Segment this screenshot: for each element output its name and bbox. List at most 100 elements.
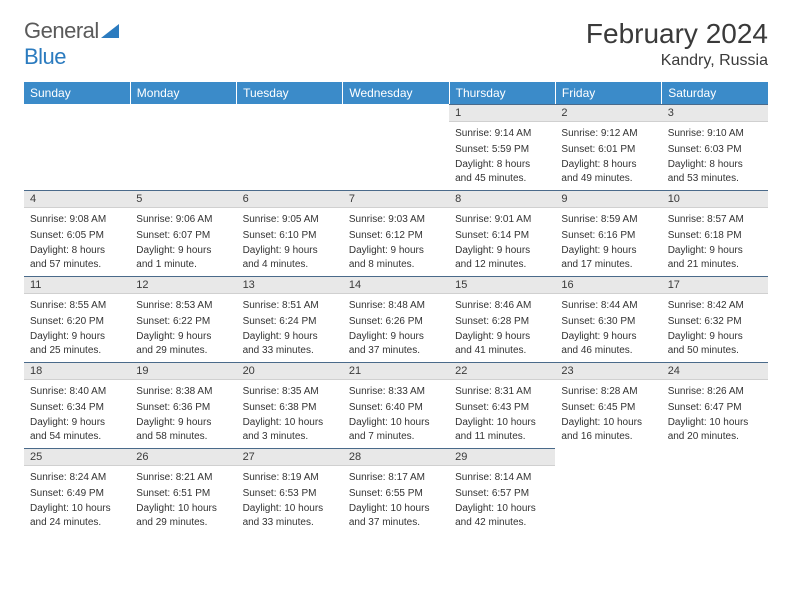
daylight-text: Daylight: 9 hours and 8 minutes. [349, 242, 443, 271]
sunset-text: Sunset: 6:24 PM [243, 313, 337, 329]
calendar-cell: 19Sunrise: 8:38 AMSunset: 6:36 PMDayligh… [130, 362, 236, 448]
daylight-text: Daylight: 9 hours and 1 minute. [136, 242, 230, 271]
daylight-text: Daylight: 10 hours and 29 minutes. [136, 500, 230, 529]
weekday-header: Monday [130, 82, 236, 104]
day-number: 11 [24, 276, 130, 294]
sunrise-text: Sunrise: 8:42 AM [668, 297, 762, 313]
calendar-row: 11Sunrise: 8:55 AMSunset: 6:20 PMDayligh… [24, 276, 768, 362]
calendar-cell: 3Sunrise: 9:10 AMSunset: 6:03 PMDaylight… [662, 104, 768, 190]
sunset-text: Sunset: 6:51 PM [136, 485, 230, 501]
sunset-text: Sunset: 6:05 PM [30, 227, 124, 243]
calendar-cell: 9Sunrise: 8:59 AMSunset: 6:16 PMDaylight… [555, 190, 661, 276]
triangle-icon [101, 24, 119, 38]
daylight-text: Daylight: 9 hours and 25 minutes. [30, 328, 124, 357]
calendar-cell: 10Sunrise: 8:57 AMSunset: 6:18 PMDayligh… [662, 190, 768, 276]
sunrise-text: Sunrise: 8:59 AM [561, 211, 655, 227]
sunrise-text: Sunrise: 8:31 AM [455, 383, 549, 399]
daylight-text: Daylight: 10 hours and 20 minutes. [668, 414, 762, 443]
calendar-row: 25Sunrise: 8:24 AMSunset: 6:49 PMDayligh… [24, 448, 768, 534]
daylight-text: Daylight: 9 hours and 41 minutes. [455, 328, 549, 357]
calendar-cell: 24Sunrise: 8:26 AMSunset: 6:47 PMDayligh… [662, 362, 768, 448]
sunrise-text: Sunrise: 9:03 AM [349, 211, 443, 227]
day-details: Sunrise: 8:24 AMSunset: 6:49 PMDaylight:… [24, 466, 130, 552]
daylight-text: Daylight: 9 hours and 17 minutes. [561, 242, 655, 271]
day-number: 16 [555, 276, 661, 294]
brand-text: General Blue [24, 18, 119, 70]
daylight-text: Daylight: 10 hours and 16 minutes. [561, 414, 655, 443]
daylight-text: Daylight: 9 hours and 58 minutes. [136, 414, 230, 443]
day-number: 7 [343, 190, 449, 208]
day-number: 15 [449, 276, 555, 294]
sunrise-text: Sunrise: 9:12 AM [561, 125, 655, 141]
sunrise-text: Sunrise: 8:53 AM [136, 297, 230, 313]
calendar-cell: 14Sunrise: 8:48 AMSunset: 6:26 PMDayligh… [343, 276, 449, 362]
daylight-text: Daylight: 9 hours and 33 minutes. [243, 328, 337, 357]
day-number: 9 [555, 190, 661, 208]
calendar-cell: 23Sunrise: 8:28 AMSunset: 6:45 PMDayligh… [555, 362, 661, 448]
daylight-text: Daylight: 9 hours and 50 minutes. [668, 328, 762, 357]
sunrise-text: Sunrise: 8:40 AM [30, 383, 124, 399]
daylight-text: Daylight: 9 hours and 12 minutes. [455, 242, 549, 271]
day-number: 25 [24, 448, 130, 466]
day-number: 28 [343, 448, 449, 466]
sunrise-text: Sunrise: 8:26 AM [668, 383, 762, 399]
calendar-body: 1Sunrise: 9:14 AMSunset: 5:59 PMDaylight… [24, 104, 768, 534]
daylight-text: Daylight: 10 hours and 33 minutes. [243, 500, 337, 529]
day-number: 19 [130, 362, 236, 380]
sunset-text: Sunset: 6:26 PM [349, 313, 443, 329]
day-number: 29 [449, 448, 555, 466]
day-number: 23 [555, 362, 661, 380]
day-number: 21 [343, 362, 449, 380]
sunset-text: Sunset: 6:36 PM [136, 399, 230, 415]
calendar-cell: 12Sunrise: 8:53 AMSunset: 6:22 PMDayligh… [130, 276, 236, 362]
sunrise-text: Sunrise: 9:01 AM [455, 211, 549, 227]
day-number: 5 [130, 190, 236, 208]
day-number: 3 [662, 104, 768, 122]
sunrise-text: Sunrise: 9:14 AM [455, 125, 549, 141]
sunrise-text: Sunrise: 8:19 AM [243, 469, 337, 485]
calendar-cell: 5Sunrise: 9:06 AMSunset: 6:07 PMDaylight… [130, 190, 236, 276]
calendar-table: SundayMondayTuesdayWednesdayThursdayFrid… [24, 82, 768, 534]
sunrise-text: Sunrise: 8:55 AM [30, 297, 124, 313]
title-block: February 2024 Kandry, Russia [586, 18, 768, 70]
brand-text-a: General [24, 18, 99, 43]
daylight-text: Daylight: 8 hours and 49 minutes. [561, 156, 655, 185]
location-text: Kandry, Russia [586, 52, 768, 70]
calendar-cell [24, 104, 130, 190]
sunrise-text: Sunrise: 8:24 AM [30, 469, 124, 485]
sunset-text: Sunset: 5:59 PM [455, 141, 549, 157]
calendar-cell: 2Sunrise: 9:12 AMSunset: 6:01 PMDaylight… [555, 104, 661, 190]
calendar-cell: 8Sunrise: 9:01 AMSunset: 6:14 PMDaylight… [449, 190, 555, 276]
day-number: 18 [24, 362, 130, 380]
sunset-text: Sunset: 6:40 PM [349, 399, 443, 415]
daylight-text: Daylight: 9 hours and 21 minutes. [668, 242, 762, 271]
sunrise-text: Sunrise: 8:48 AM [349, 297, 443, 313]
page-title: February 2024 [586, 18, 768, 50]
day-number: 4 [24, 190, 130, 208]
sunrise-text: Sunrise: 8:46 AM [455, 297, 549, 313]
sunset-text: Sunset: 6:34 PM [30, 399, 124, 415]
sunset-text: Sunset: 6:18 PM [668, 227, 762, 243]
day-number: 27 [237, 448, 343, 466]
day-number: 8 [449, 190, 555, 208]
sunrise-text: Sunrise: 8:57 AM [668, 211, 762, 227]
sunrise-text: Sunrise: 8:14 AM [455, 469, 549, 485]
daylight-text: Daylight: 10 hours and 42 minutes. [455, 500, 549, 529]
daylight-text: Daylight: 9 hours and 4 minutes. [243, 242, 337, 271]
calendar-cell: 16Sunrise: 8:44 AMSunset: 6:30 PMDayligh… [555, 276, 661, 362]
day-details: Sunrise: 8:14 AMSunset: 6:57 PMDaylight:… [449, 466, 555, 552]
sunset-text: Sunset: 6:45 PM [561, 399, 655, 415]
daylight-text: Daylight: 9 hours and 37 minutes. [349, 328, 443, 357]
sunset-text: Sunset: 6:20 PM [30, 313, 124, 329]
sunrise-text: Sunrise: 8:17 AM [349, 469, 443, 485]
sunrise-text: Sunrise: 9:08 AM [30, 211, 124, 227]
sunset-text: Sunset: 6:47 PM [668, 399, 762, 415]
day-number: 20 [237, 362, 343, 380]
calendar-cell [555, 448, 661, 534]
daylight-text: Daylight: 8 hours and 57 minutes. [30, 242, 124, 271]
calendar-cell: 25Sunrise: 8:24 AMSunset: 6:49 PMDayligh… [24, 448, 130, 534]
calendar-cell [343, 104, 449, 190]
sunset-text: Sunset: 6:38 PM [243, 399, 337, 415]
brand-logo: General Blue [24, 18, 119, 70]
calendar-row: 1Sunrise: 9:14 AMSunset: 5:59 PMDaylight… [24, 104, 768, 190]
